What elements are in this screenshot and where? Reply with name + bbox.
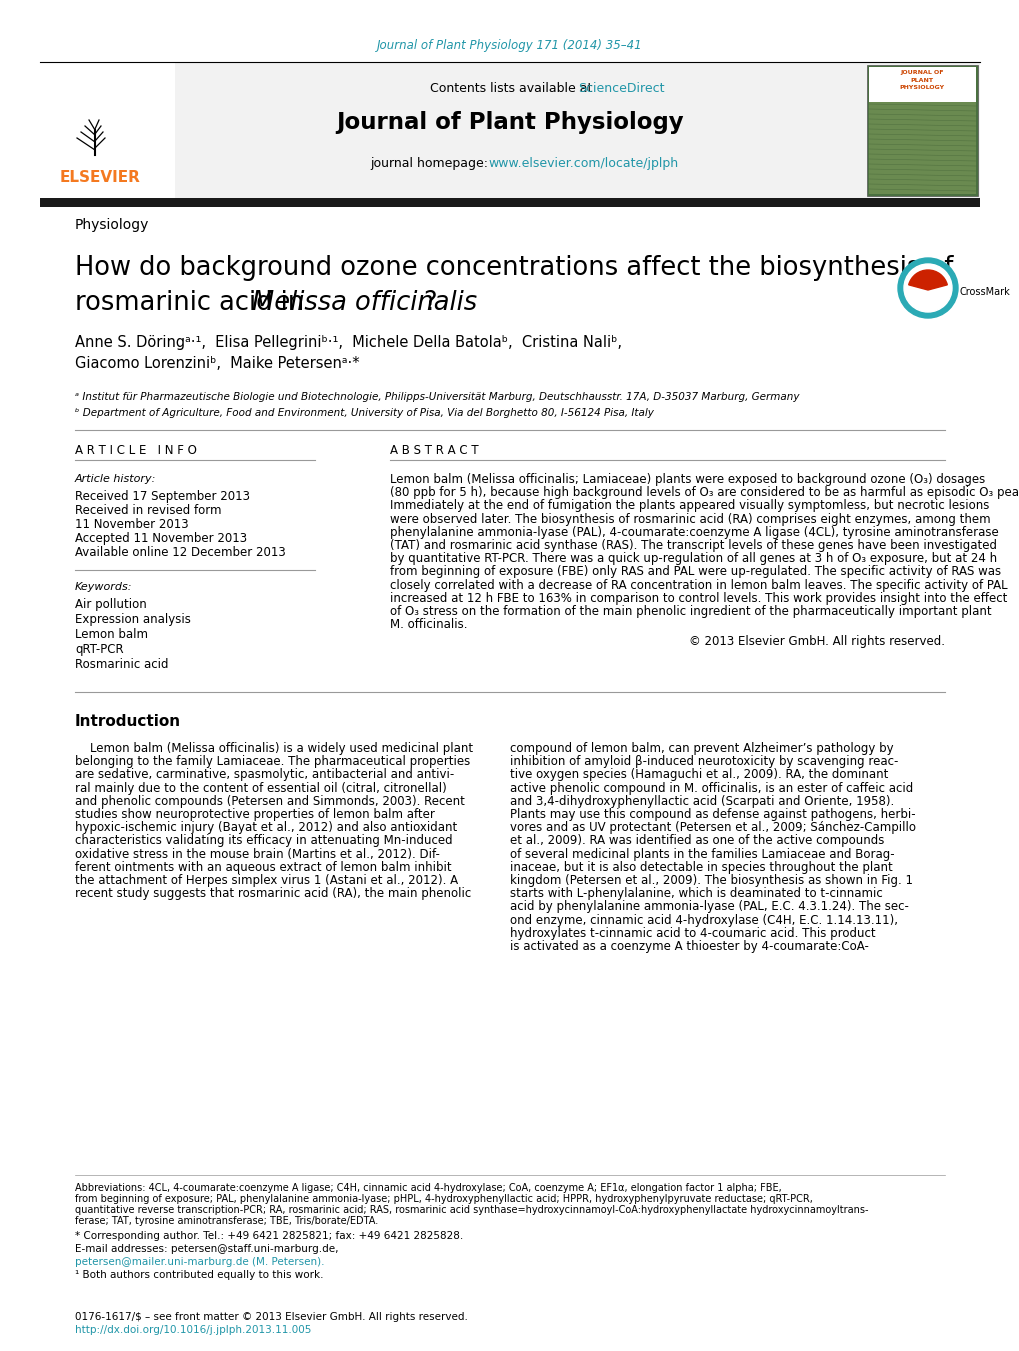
Text: are sedative, carminative, spasmolytic, antibacterial and antivi-: are sedative, carminative, spasmolytic, … [75,769,453,781]
Text: Melissa officinalis: Melissa officinalis [252,290,476,316]
Text: Lemon balm (Melissa officinalis) is a widely used medicinal plant: Lemon balm (Melissa officinalis) is a wi… [75,742,473,755]
Text: ᵃ Institut für Pharmazeutische Biologie und Biotechnologie, Philipps-Universität: ᵃ Institut für Pharmazeutische Biologie … [75,392,799,403]
Text: Expression analysis: Expression analysis [75,613,191,626]
Text: CrossMark: CrossMark [959,286,1010,297]
Text: inaceae, but it is also detectable in species throughout the plant: inaceae, but it is also detectable in sp… [510,861,892,874]
Text: (80 ppb for 5 h), because high background levels of O₃ are considered to be as h: (80 ppb for 5 h), because high backgroun… [389,486,1019,500]
Text: ferent ointments with an aqueous extract of lemon balm inhibit: ferent ointments with an aqueous extract… [75,861,451,874]
Text: Article history:: Article history: [75,474,156,484]
Text: petersen@mailer.uni-marburg.de (M. Petersen).: petersen@mailer.uni-marburg.de (M. Peter… [75,1256,324,1267]
Text: Immediately at the end of fumigation the plants appeared visually symptomless, b: Immediately at the end of fumigation the… [389,500,988,512]
Text: Accepted 11 November 2013: Accepted 11 November 2013 [75,532,247,544]
Text: ferase; TAT, tyrosine aminotransferase; TBE, Tris/borate/EDTA.: ferase; TAT, tyrosine aminotransferase; … [75,1216,378,1225]
Text: A B S T R A C T: A B S T R A C T [389,443,478,457]
Text: Journal of Plant Physiology 171 (2014) 35–41: Journal of Plant Physiology 171 (2014) 3… [377,39,642,53]
Text: the attachment of Herpes simplex virus 1 (Astani et al., 2012). A: the attachment of Herpes simplex virus 1… [75,874,458,888]
Text: Giacomo Lorenziniᵇ,  Maike Petersenᵃ·*: Giacomo Lorenziniᵇ, Maike Petersenᵃ·* [75,357,360,372]
Text: Introduction: Introduction [75,713,181,730]
Text: of O₃ stress on the formation of the main phenolic ingredient of the pharmaceuti: of O₃ stress on the formation of the mai… [389,605,990,617]
Text: hypoxic-ischemic injury (Bayat et al., 2012) and also antioxidant: hypoxic-ischemic injury (Bayat et al., 2… [75,821,457,834]
Text: active phenolic compound in M. officinalis, is an ester of caffeic acid: active phenolic compound in M. officinal… [510,782,912,794]
Text: Plants may use this compound as defense against pathogens, herbi-: Plants may use this compound as defense … [510,808,915,821]
Text: Air pollution: Air pollution [75,598,147,611]
Text: hydroxylates t-cinnamic acid to 4-coumaric acid. This product: hydroxylates t-cinnamic acid to 4-coumar… [510,927,874,940]
Text: Keywords:: Keywords: [75,582,132,592]
Bar [40,63,979,199]
Text: ¹ Both authors contributed equally to this work.: ¹ Both authors contributed equally to th… [75,1270,323,1279]
Text: ScienceDirect: ScienceDirect [578,81,663,95]
Text: Lemon balm: Lemon balm [75,628,148,640]
Text: E-mail addresses: petersen@staff.uni-marburg.de,: E-mail addresses: petersen@staff.uni-mar… [75,1244,338,1254]
Text: increased at 12 h FBE to 163% in comparison to control levels. This work provide: increased at 12 h FBE to 163% in compari… [389,592,1007,605]
Text: ond enzyme, cinnamic acid 4-hydroxylase (C4H, E.C. 1.14.13.11),: ond enzyme, cinnamic acid 4-hydroxylase … [510,913,897,927]
Text: by quantitative RT-PCR. There was a quick up-regulation of all genes at 3 h of O: by quantitative RT-PCR. There was a quic… [389,553,997,565]
Text: Lemon balm (Melissa officinalis; Lamiaceae) plants were exposed to background oz: Lemon balm (Melissa officinalis; Lamiace… [389,473,984,486]
Text: Journal of Plant Physiology: Journal of Plant Physiology [336,112,683,135]
Text: PHYSIOLOGY: PHYSIOLOGY [899,85,944,91]
Text: from beginning of exposure; PAL, phenylalanine ammonia-lyase; pHPL, 4-hydroxyphe: from beginning of exposure; PAL, phenyla… [75,1194,812,1204]
Text: et al., 2009). RA was identified as one of the active compounds: et al., 2009). RA was identified as one … [510,835,883,847]
Text: (TAT) and rosmarinic acid synthase (RAS). The transcript levels of these genes h: (TAT) and rosmarinic acid synthase (RAS)… [389,539,996,553]
Text: Physiology: Physiology [75,218,149,232]
Text: and phenolic compounds (Petersen and Simmonds, 2003). Recent: and phenolic compounds (Petersen and Sim… [75,794,465,808]
Text: phenylalanine ammonia-lyase (PAL), 4-coumarate:coenzyme A ligase (4CL), tyrosine: phenylalanine ammonia-lyase (PAL), 4-cou… [389,526,998,539]
Bar [40,63,175,199]
Text: http://dx.doi.org/10.1016/j.jplph.2013.11.005: http://dx.doi.org/10.1016/j.jplph.2013.1… [75,1325,311,1335]
Wedge shape [908,270,947,290]
Text: starts with L-phenylalanine, which is deaminated to t-cinnamic: starts with L-phenylalanine, which is de… [510,888,881,900]
Text: oxidative stress in the mouse brain (Martins et al., 2012). Dif-: oxidative stress in the mouse brain (Mar… [75,847,439,861]
Text: M. officinalis.: M. officinalis. [389,619,467,631]
Text: compound of lemon balm, can prevent Alzheimer’s pathology by: compound of lemon balm, can prevent Alzh… [510,742,893,755]
Text: Received 17 September 2013: Received 17 September 2013 [75,490,250,503]
Text: Anne S. Döringᵃ·¹,  Elisa Pellegriniᵇ·¹,  Michele Della Batolaᵇ,  Cristina Naliᵇ: Anne S. Döringᵃ·¹, Elisa Pellegriniᵇ·¹, … [75,335,622,350]
Circle shape [903,263,951,312]
Text: Abbreviations: 4CL, 4-coumarate:coenzyme A ligase; C4H, cinnamic acid 4-hydroxyl: Abbreviations: 4CL, 4-coumarate:coenzyme… [75,1183,781,1193]
Text: 0176-1617/$ – see front matter © 2013 Elsevier GmbH. All rights reserved.: 0176-1617/$ – see front matter © 2013 El… [75,1312,468,1323]
Text: rosmarinic acid in: rosmarinic acid in [75,290,312,316]
Bar [866,65,977,196]
Text: Contents lists available at: Contents lists available at [430,81,596,95]
Text: quantitative reverse transcription-PCR; RA, rosmarinic acid; RAS, rosmarinic aci: quantitative reverse transcription-PCR; … [75,1205,867,1215]
Text: characteristics validating its efficacy in attenuating Mn-induced: characteristics validating its efficacy … [75,835,452,847]
Text: www.elsevier.com/locate/jplph: www.elsevier.com/locate/jplph [487,157,678,169]
Text: from beginning of exposure (FBE) only RAS and PAL were up-regulated. The specifi: from beginning of exposure (FBE) only RA… [389,566,1000,578]
Text: qRT-PCR: qRT-PCR [75,643,123,657]
Text: were observed later. The biosynthesis of rosmarinic acid (RA) comprises eight en: were observed later. The biosynthesis of… [389,512,989,526]
Text: tive oxygen species (Hamaguchi et al., 2009). RA, the dominant: tive oxygen species (Hamaguchi et al., 2… [510,769,888,781]
Text: 11 November 2013: 11 November 2013 [75,517,189,531]
Text: How do background ozone concentrations affect the biosynthesis of: How do background ozone concentrations a… [75,255,953,281]
Text: ral mainly due to the content of essential oil (citral, citronellal): ral mainly due to the content of essenti… [75,782,446,794]
Text: A R T I C L E   I N F O: A R T I C L E I N F O [75,443,197,457]
Text: closely correlated with a decrease of RA concentration in lemon balm leaves. The: closely correlated with a decrease of RA… [389,578,1007,592]
Text: belonging to the family Lamiaceae. The pharmaceutical properties: belonging to the family Lamiaceae. The p… [75,755,470,769]
Text: ?: ? [422,290,436,316]
Text: studies show neuroprotective properties of lemon balm after: studies show neuroprotective properties … [75,808,434,821]
Bar [868,101,975,195]
Text: inhibition of amyloid β-induced neurotoxicity by scavenging reac-: inhibition of amyloid β-induced neurotox… [510,755,898,769]
Text: * Corresponding author. Tel.: +49 6421 2825821; fax: +49 6421 2825828.: * Corresponding author. Tel.: +49 6421 2… [75,1231,463,1242]
Text: acid by phenylalanine ammonia-lyase (PAL, E.C. 4.3.1.24). The sec-: acid by phenylalanine ammonia-lyase (PAL… [510,900,908,913]
Text: ELSEVIER: ELSEVIER [60,170,141,185]
Text: © 2013 Elsevier GmbH. All rights reserved.: © 2013 Elsevier GmbH. All rights reserve… [688,635,944,648]
Bar [868,68,975,101]
Bar [40,199,979,207]
Text: and 3,4-dihydroxyphenyllactic acid (Scarpati and Oriente, 1958).: and 3,4-dihydroxyphenyllactic acid (Scar… [510,794,894,808]
Text: kingdom (Petersen et al., 2009). The biosynthesis as shown in Fig. 1: kingdom (Petersen et al., 2009). The bio… [510,874,912,888]
Text: PLANT: PLANT [910,78,932,82]
Text: journal homepage:: journal homepage: [370,157,491,169]
Text: ᵇ Department of Agriculture, Food and Environment, University of Pisa, Via del B: ᵇ Department of Agriculture, Food and En… [75,408,653,417]
Text: is activated as a coenzyme A thioester by 4-coumarate:CoA-: is activated as a coenzyme A thioester b… [510,940,868,952]
Text: vores and as UV protectant (Petersen et al., 2009; Sánchez-Campillo: vores and as UV protectant (Petersen et … [510,821,915,834]
Text: Available online 12 December 2013: Available online 12 December 2013 [75,546,285,559]
Text: Rosmarinic acid: Rosmarinic acid [75,658,168,671]
Text: recent study suggests that rosmarinic acid (RA), the main phenolic: recent study suggests that rosmarinic ac… [75,888,471,900]
Text: JOURNAL OF: JOURNAL OF [900,70,943,76]
Circle shape [897,258,957,317]
Text: of several medicinal plants in the families Lamiaceae and Borag-: of several medicinal plants in the famil… [510,847,894,861]
Text: Received in revised form: Received in revised form [75,504,221,517]
